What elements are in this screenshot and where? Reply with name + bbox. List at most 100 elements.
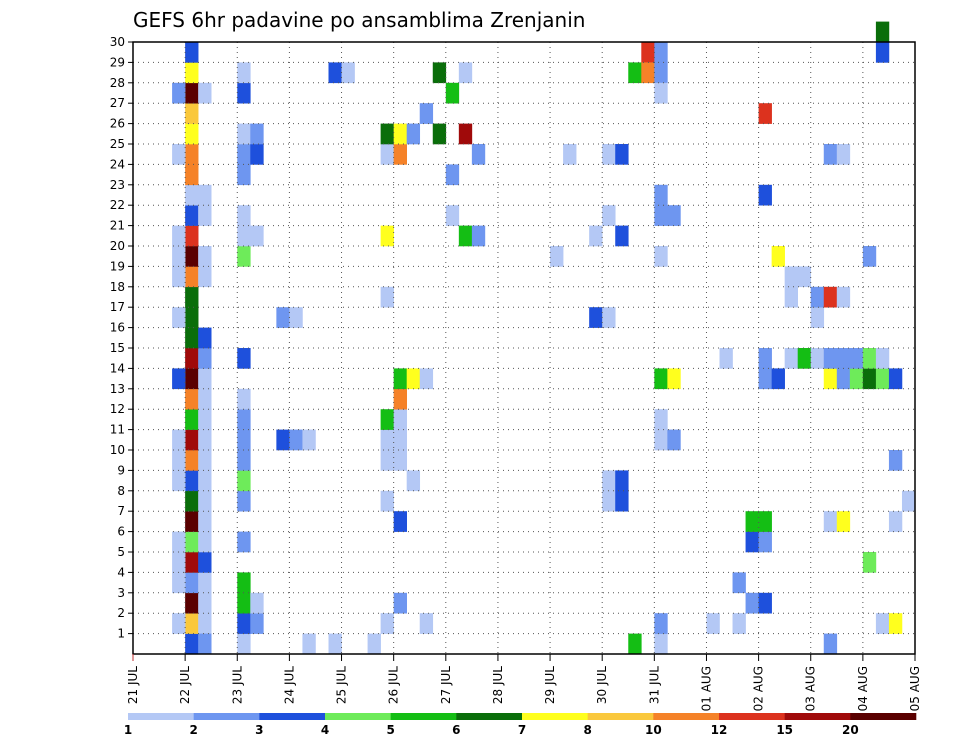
- heatmap-cell: [654, 82, 668, 104]
- heatmap-cell: [862, 246, 877, 267]
- heatmap-cell: [862, 368, 877, 390]
- heatmap-cell: [393, 409, 407, 430]
- heatmap-cell: [589, 225, 603, 247]
- heatmap-cell: [432, 123, 447, 145]
- heatmap-cell: [302, 633, 316, 655]
- colorbar-tick-label: 3: [255, 723, 263, 737]
- y-tick-label: 4: [117, 565, 125, 579]
- x-tick-label: 22 JUL: [178, 666, 192, 704]
- heatmap-cell: [823, 286, 838, 308]
- heatmap-cell: [797, 266, 812, 288]
- heatmap-cell: [185, 164, 199, 186]
- heatmap-cell: [185, 511, 199, 532]
- heatmap-cell: [550, 246, 564, 267]
- heatmap-cell: [667, 429, 681, 451]
- y-tick-label: 9: [117, 463, 125, 477]
- heatmap-cell: [237, 246, 251, 267]
- y-tick-label: 24: [110, 157, 125, 171]
- y-tick-label: 12: [110, 402, 125, 416]
- x-tick-label: 21 JUL: [126, 666, 140, 704]
- heatmap-cell: [823, 348, 838, 369]
- heatmap-cell: [758, 348, 772, 369]
- heatmap-cell: [198, 633, 212, 655]
- heatmap-cell: [237, 572, 251, 594]
- heatmap-cell: [888, 450, 903, 471]
- colorbar-swatch: [522, 713, 588, 720]
- heatmap-cell: [172, 450, 186, 471]
- heatmap-cell: [654, 429, 668, 451]
- heatmap-cell: [185, 592, 199, 614]
- x-tick-label: 25 JUL: [335, 666, 349, 704]
- heatmap-cell: [302, 429, 316, 451]
- heatmap-cell: [237, 531, 251, 553]
- heatmap-cell: [250, 225, 264, 247]
- heatmap-cell: [185, 613, 199, 634]
- heatmap-cell: [198, 246, 212, 267]
- heatmap-cell: [185, 327, 199, 349]
- y-tick-label: 28: [110, 76, 125, 90]
- colorbar-tick-label: 6: [452, 723, 460, 737]
- heatmap-cell: [602, 470, 616, 492]
- heatmap-cell: [758, 531, 772, 553]
- heatmap-cell: [185, 552, 199, 573]
- colorbar-tick-label: 10: [645, 723, 662, 737]
- heatmap-cell: [888, 613, 903, 634]
- heatmap-cell: [185, 123, 199, 145]
- heatmap-cell: [393, 123, 407, 145]
- heatmap-cell: [380, 286, 394, 308]
- heatmap-cell: [185, 82, 199, 104]
- x-tick-label: 04 AUG: [856, 666, 870, 711]
- heatmap-cell: [172, 552, 186, 573]
- heatmap-cell: [797, 348, 812, 369]
- heatmap-cell: [589, 307, 603, 328]
- colorbar-tick-label: 8: [583, 723, 591, 737]
- heatmap-cell: [758, 103, 772, 124]
- heatmap-cell: [198, 511, 212, 532]
- heatmap-cell: [745, 531, 759, 553]
- heatmap-cell: [458, 225, 473, 247]
- heatmap-cell: [758, 511, 772, 532]
- heatmap-cell: [237, 470, 251, 492]
- colorbar-swatch: [193, 713, 260, 720]
- heatmap-cell: [198, 184, 212, 206]
- heatmap-cell: [654, 62, 668, 84]
- heatmap-cell: [771, 368, 785, 390]
- y-tick-label: 3: [117, 586, 125, 600]
- heatmap-cell: [875, 348, 890, 369]
- heatmap-cell: [758, 184, 772, 206]
- heatmap-cell: [615, 225, 629, 247]
- heatmap-cell: [419, 613, 434, 634]
- heatmap-cell: [198, 266, 212, 288]
- colorbar-swatch: [456, 713, 523, 720]
- x-tick-label: 05 AUG: [908, 666, 922, 711]
- heatmap-cell: [185, 531, 199, 553]
- heatmap-cell: [367, 633, 381, 655]
- heatmap-cell: [901, 490, 916, 512]
- heatmap-cell: [823, 368, 838, 390]
- heatmap-cell: [185, 348, 199, 369]
- heatmap-cell: [875, 368, 890, 390]
- heatmap-cell: [198, 388, 212, 410]
- heatmap-cell: [172, 429, 186, 451]
- heatmap-cell: [237, 164, 251, 186]
- y-tick-label: 19: [110, 259, 125, 273]
- heatmap-cell: [237, 429, 251, 451]
- heatmap-cell: [458, 62, 473, 84]
- heatmap-cell: [250, 592, 264, 614]
- y-tick-label: 5: [117, 545, 125, 559]
- heatmap-cell: [198, 450, 212, 471]
- y-tick-label: 17: [110, 300, 125, 314]
- heatmap-cell: [862, 552, 877, 573]
- heatmap-cell: [172, 144, 186, 165]
- x-tick-label: 30 JUL: [595, 666, 609, 704]
- heatmap-cell: [393, 144, 407, 165]
- heatmap-cell: [237, 348, 251, 369]
- heatmap-cell: [185, 409, 199, 430]
- heatmap-cell: [602, 307, 616, 328]
- heatmap-cell: [198, 429, 212, 451]
- colorbar-tick-label: 20: [842, 723, 859, 737]
- heatmap-cell: [732, 613, 746, 634]
- heatmap-cell: [393, 450, 407, 471]
- heatmap-cell: [198, 82, 212, 104]
